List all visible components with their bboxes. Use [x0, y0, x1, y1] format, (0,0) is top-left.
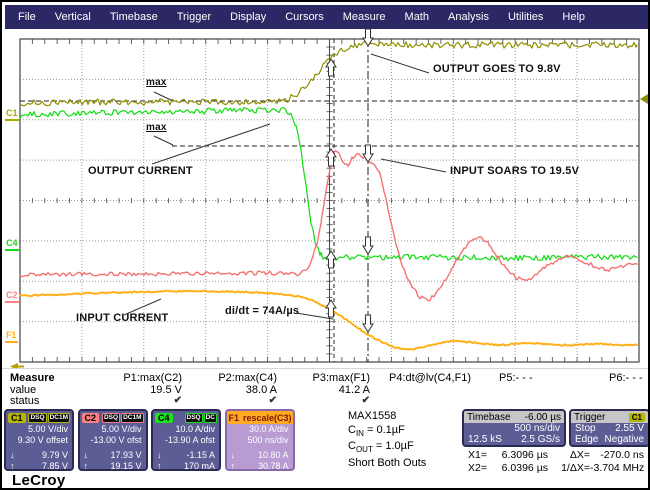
- timebase-title: Timebase: [467, 411, 511, 423]
- x1-value: 6.3096 µs: [501, 449, 548, 461]
- measure-title: Measure: [10, 372, 55, 384]
- measure-col-p1[interactable]: P1:max(C2) 19.5 V ✔: [123, 372, 182, 406]
- x1-label: X1=: [468, 449, 487, 461]
- up-arrow-icon: ↑: [157, 461, 162, 471]
- plot-border: [19, 38, 640, 363]
- up-arrow-icon: ↑: [230, 461, 236, 471]
- down-arrow-icon: ↓: [83, 450, 89, 460]
- trigger-source-chip: C1: [628, 412, 645, 422]
- down-arrow-icon: ↓: [230, 450, 236, 460]
- marker-arrow-down: [362, 236, 374, 255]
- trace-marker-c1[interactable]: C1: [5, 108, 19, 121]
- menu-item-file[interactable]: File: [18, 11, 36, 23]
- annotation-output-goes: OUTPUT GOES TO 9.8V: [433, 63, 561, 75]
- marker-arrow-up: [325, 58, 337, 77]
- measure-col-p2[interactable]: P2:max(C4) 38.0 A ✔: [218, 372, 277, 406]
- channel-box-c4[interactable]: C4 DSQ DC 10.0 A/div -13.90 A ofst ↓ -1.15 A ↑ 1…: [151, 409, 221, 471]
- marker-arrow-up: [325, 148, 337, 167]
- trace-C4-output-current: [19, 106, 638, 262]
- trace-marker-c2[interactable]: C2: [5, 290, 19, 303]
- annotation-didt: di/dt = 74A/µs: [225, 305, 300, 317]
- measure-panel: Measure value status P1:max(C2) 19.5 V ✔ P2…: [2, 368, 648, 409]
- measure-row-value-label: value: [10, 384, 37, 396]
- up-arrow-icon: ↑: [83, 461, 89, 471]
- trigger-level: 2.55 V: [615, 423, 644, 434]
- circuit-notes: MAX1558 CIN = 0.1µF COUT = 1.0µF Short B…: [348, 410, 426, 470]
- trigger-slope: Negative: [604, 434, 644, 445]
- timebase-rate: 2.5 GS/s: [521, 434, 560, 445]
- notes-cin: CIN = 0.1µF: [348, 423, 405, 438]
- timebase-samples: 12.5 kS: [468, 434, 502, 445]
- trigger-time-arrow: [10, 363, 24, 370]
- trigger-title: Trigger: [574, 411, 606, 423]
- menu-item-math[interactable]: Math: [404, 11, 429, 23]
- annotation-input-soars: INPUT SOARS TO 19.5V: [450, 165, 580, 177]
- x2-value: 6.0396 µs: [501, 462, 548, 474]
- menu-item-cursors[interactable]: Cursors: [285, 11, 324, 23]
- measure-row-status-label: status: [10, 395, 40, 407]
- channel-box-c2[interactable]: C2 DSQ DC1M 5.00 V/div -13.00 V ofst ↓ 17.93 V…: [77, 409, 148, 471]
- up-arrow-icon: ↑: [10, 461, 15, 471]
- notes-cout: COUT = 1.0µF: [348, 440, 414, 455]
- inv-dx-label: 1/ΔX=: [561, 462, 590, 474]
- channel-box-f1[interactable]: F1 rescale(C3) 30.0 A/div 500 ns/div ↓ 10.80 …: [224, 409, 295, 471]
- timebase-scale: 500 ns/div: [514, 423, 560, 434]
- marker-arrow-up: [325, 250, 337, 269]
- trigger-box[interactable]: Trigger C1 Stop 2.55 V Edge Negative: [569, 409, 648, 447]
- trigger-type: Edge: [575, 434, 599, 445]
- menu-item-vertical[interactable]: Vertical: [54, 11, 91, 23]
- measure-col-p5[interactable]: P5:- - -: [499, 372, 533, 384]
- channel-box-c1[interactable]: C1 DSQ DC1M 5.00 V/div 9.30 V offset ↓ 9.79 V ↑…: [4, 409, 74, 471]
- trace-marker-c4[interactable]: C4: [5, 238, 19, 251]
- trigger-level-arrow: [640, 94, 648, 104]
- measure-col-p3[interactable]: P3:max(F1) 41.2 A ✔: [312, 372, 370, 406]
- marker-arrow-down: [362, 28, 374, 47]
- marker-arrow-down: [362, 144, 374, 163]
- x2-label: X2=: [468, 462, 487, 474]
- menu-item-timebase[interactable]: Timebase: [109, 11, 158, 23]
- notes-title: MAX1558: [348, 410, 397, 422]
- menu-item-trigger[interactable]: Trigger: [176, 11, 212, 23]
- timebase-box[interactable]: Timebase -6.00 µs 500 ns/div 12.5 kS 2.5 …: [462, 409, 566, 447]
- timebase-offset: -6.00 µs: [524, 411, 561, 423]
- dx-value: -270.0 ns: [600, 449, 644, 461]
- max-label-1: max: [146, 77, 167, 88]
- trace-C1-output-voltage: [19, 40, 638, 107]
- trigger-mode: Stop: [575, 423, 596, 434]
- annotation-output-current: OUTPUT CURRENT: [88, 165, 193, 177]
- annotation-input-current: INPUT CURRENT: [76, 312, 169, 324]
- marker-arrow-up: [325, 299, 337, 318]
- down-arrow-icon: ↓: [157, 450, 162, 460]
- inv-dx-value: -3.704 MHz: [590, 462, 645, 474]
- menu-item-utilities[interactable]: Utilities: [507, 11, 544, 23]
- lecroy-logo: LeCroy: [12, 472, 75, 488]
- menu-item-help[interactable]: Help: [562, 11, 586, 23]
- trace-marker-f1[interactable]: F1: [5, 330, 18, 343]
- down-arrow-icon: ↓: [10, 450, 15, 460]
- cursor-crossing-markers: [325, 28, 374, 333]
- measure-col-p6[interactable]: P6:- - -: [609, 372, 643, 384]
- menu-item-display[interactable]: Display: [230, 11, 267, 23]
- marker-arrow-down: [362, 314, 374, 333]
- notes-line4: Short Both Outs: [348, 456, 427, 469]
- measure-col-p4[interactable]: P4:dt@lv(C4,F1): [389, 372, 472, 384]
- max-label-2: max: [146, 122, 167, 133]
- menu-bar: File Vertical Timebase Trigger Display Cursor…: [5, 5, 648, 29]
- menu-item-measure[interactable]: Measure: [342, 11, 386, 23]
- annotation-leaders: [123, 53, 447, 320]
- dx-label: ΔX=: [569, 449, 590, 461]
- menu-item-analysis[interactable]: Analysis: [448, 11, 489, 23]
